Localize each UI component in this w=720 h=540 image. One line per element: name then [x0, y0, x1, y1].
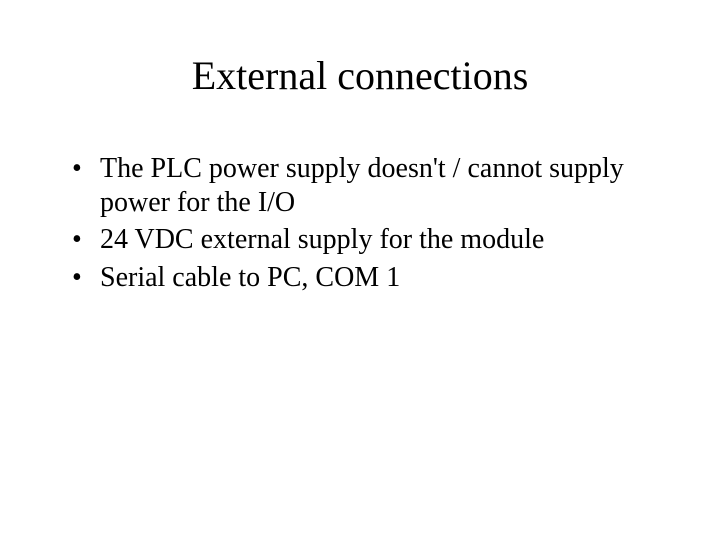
bullet-list: The PLC power supply doesn't / cannot su…: [72, 152, 648, 294]
slide-body: The PLC power supply doesn't / cannot su…: [72, 152, 648, 298]
list-item: The PLC power supply doesn't / cannot su…: [72, 152, 648, 219]
slide-title: External connections: [0, 52, 720, 99]
list-item: 24 VDC external supply for the module: [72, 223, 648, 257]
list-item: Serial cable to PC, COM 1: [72, 261, 648, 295]
slide: External connections The PLC power suppl…: [0, 0, 720, 540]
